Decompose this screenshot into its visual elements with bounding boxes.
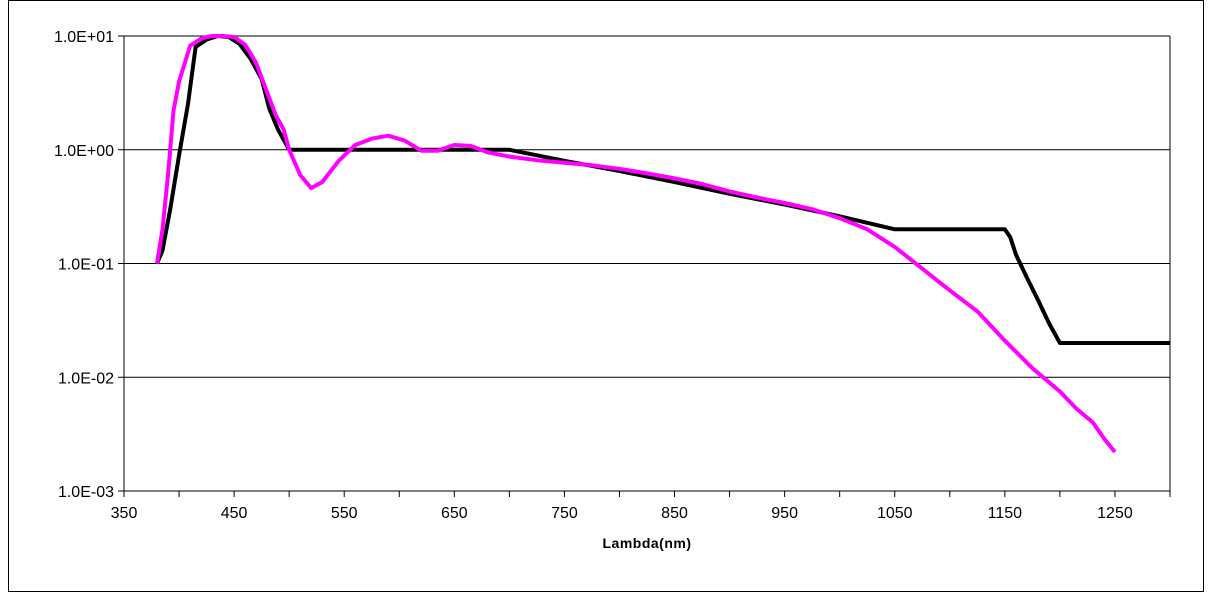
axes xyxy=(118,35,1171,497)
chart-frame: 1.0E-03 1.0E-02 1.0E-01 1.0E+00 1.0E+01 350 45… xyxy=(8,0,1204,592)
chart-canvas: 1.0E-03 1.0E-02 1.0E-01 1.0E+00 1.0E+01 350 45… xyxy=(54,29,1171,551)
x-tick-label-0: 350 xyxy=(111,505,138,522)
series-line-2 xyxy=(155,34,1117,454)
y-tick-label-1: 1.0E-02 xyxy=(58,370,114,387)
series-group xyxy=(155,34,1170,454)
x-tick-label-8: 1150 xyxy=(988,505,1023,522)
tick-labels: 1.0E-03 1.0E-02 1.0E-01 1.0E+00 1.0E+01 350 45… xyxy=(54,29,1133,522)
x-tick-label-6: 950 xyxy=(771,505,798,522)
x-tick-label-3: 650 xyxy=(441,505,468,522)
x-tick-label-1: 450 xyxy=(221,505,248,522)
y-tick-label-3: 1.0E+00 xyxy=(54,143,114,160)
x-tick-label-2: 550 xyxy=(331,505,358,522)
y-tick-label-0: 1.0E-03 xyxy=(58,484,114,501)
series-line-1 xyxy=(155,34,1170,345)
y-tick-label-2: 1.0E-01 xyxy=(58,257,114,274)
x-axis-title: Lambda(nm) xyxy=(603,535,692,551)
y-tick-label-4: 1.0E+01 xyxy=(54,29,114,46)
gridlines xyxy=(124,35,1170,492)
x-tick-label-4: 750 xyxy=(551,505,578,522)
x-tick-label-5: 850 xyxy=(661,505,688,522)
x-tick-label-9: 1250 xyxy=(1097,505,1133,522)
x-tick-label-7: 1050 xyxy=(877,505,913,522)
